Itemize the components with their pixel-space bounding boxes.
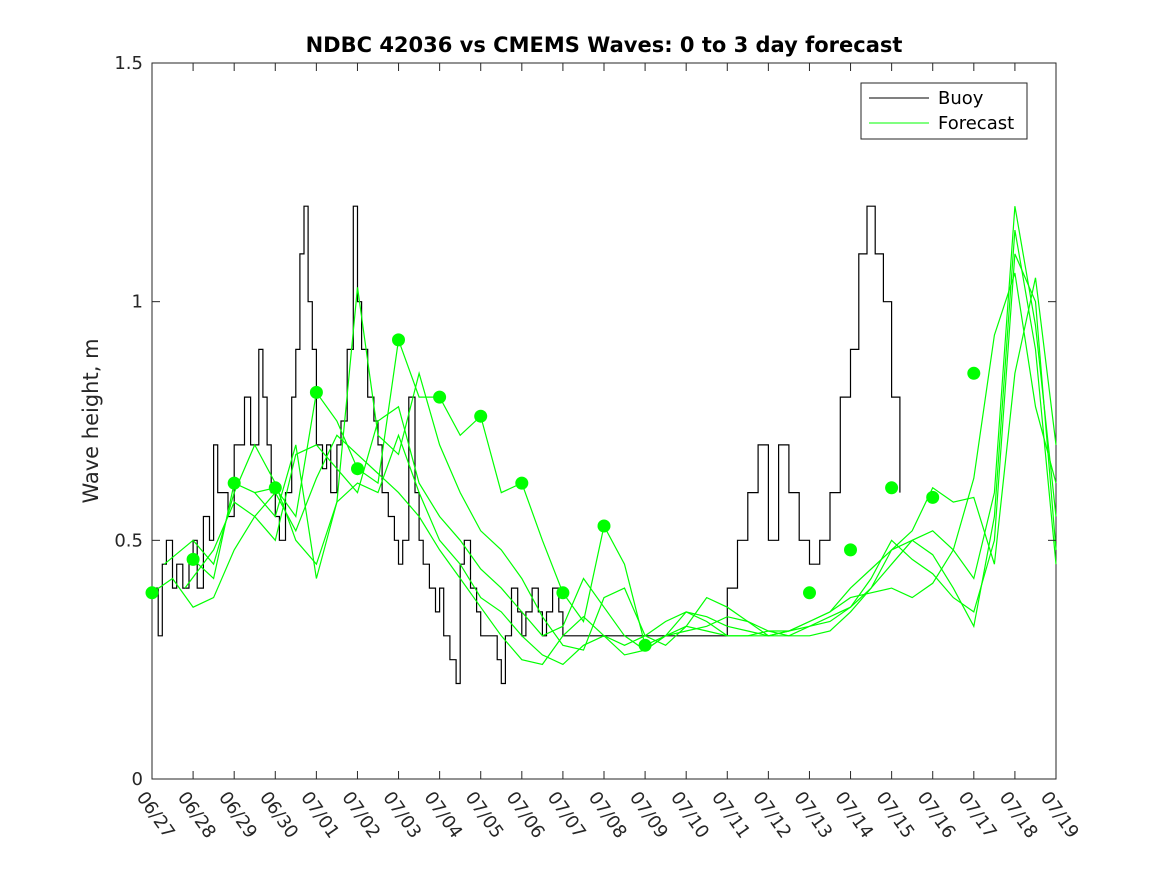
legend-box	[860, 82, 1028, 140]
forecast-marker-6	[392, 333, 405, 347]
forecast-marker-17	[967, 366, 981, 380]
buoy-series-line	[152, 205, 901, 685]
y-tick-label-2: 1	[132, 292, 143, 313]
y-tick-label-3: 1.5	[114, 53, 143, 74]
forecast-marker-12	[638, 638, 652, 652]
plot-area	[151, 62, 1057, 780]
forecast-marker-14	[844, 543, 857, 557]
chart-title: NDBC 42036 vs CMEMS Waves: 0 to 3 day fo…	[306, 33, 903, 57]
y-axis-label: Wave height, m	[79, 338, 103, 503]
series-layer	[145, 205, 1057, 685]
legend-label-forecast: Forecast	[938, 113, 1014, 134]
forecast-marker-4	[309, 385, 323, 399]
forecast-marker-13	[803, 586, 816, 600]
legend: Buoy Forecast	[860, 82, 1028, 140]
forecast-marker-5	[351, 462, 364, 476]
forecast-marker-11	[597, 519, 611, 533]
forecast-run-line-2	[163, 206, 1057, 651]
legend-label-buoy: Buoy	[938, 88, 984, 109]
forecast-marker-2	[227, 476, 241, 490]
forecast-run-line-3	[184, 253, 1057, 651]
forecast-marker-9	[515, 476, 529, 490]
forecast-marker-8	[474, 409, 488, 423]
y-tick-label-0: 0	[132, 769, 143, 790]
forecast-marker-10	[556, 586, 570, 600]
forecast-run-line-4	[254, 229, 1057, 666]
forecast-marker-16	[926, 490, 940, 504]
y-tick-label-1: 0.5	[114, 530, 143, 551]
forecast-marker-1	[186, 552, 200, 566]
forecast-marker-7	[433, 390, 447, 404]
forecast-marker-15	[885, 481, 899, 495]
forecast-marker-3	[268, 481, 282, 495]
forecast-run-line-1	[192, 277, 1057, 647]
forecast-marker-0	[145, 586, 159, 600]
